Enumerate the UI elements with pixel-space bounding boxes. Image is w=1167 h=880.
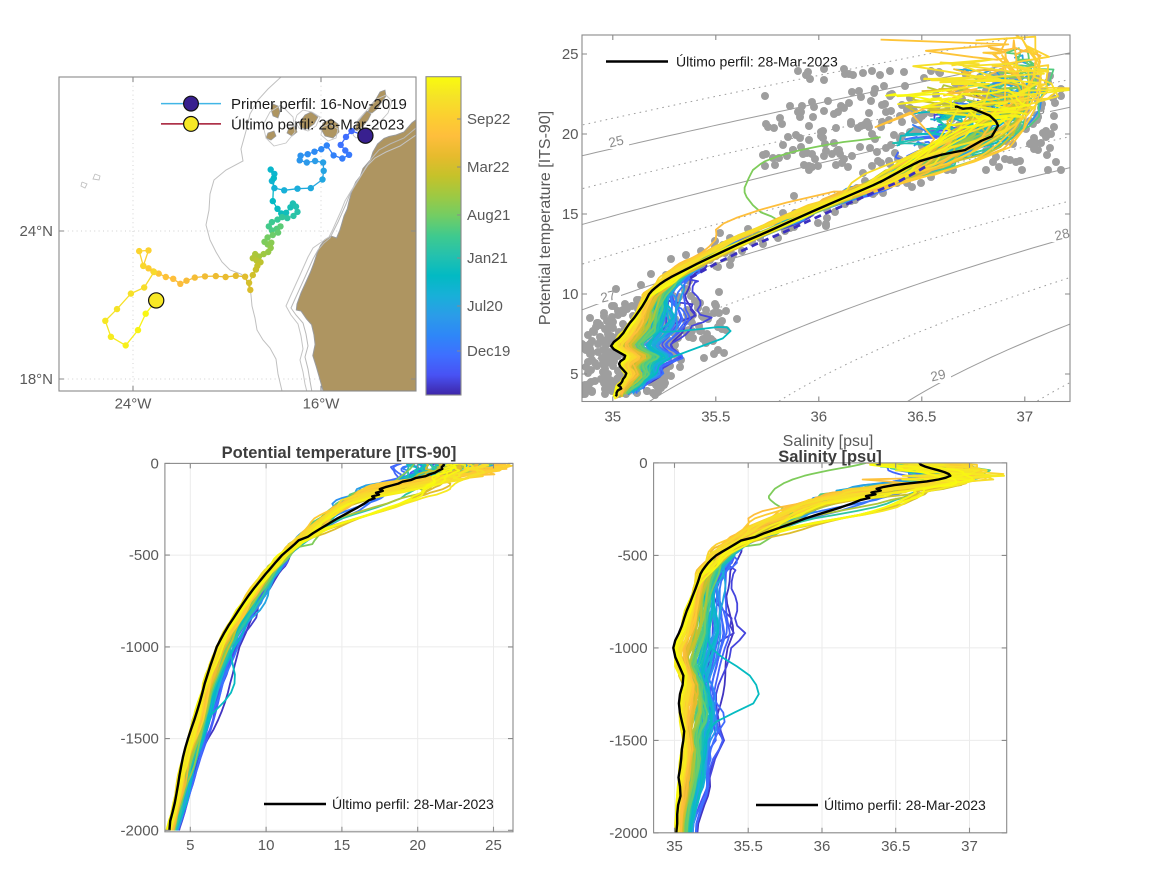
svg-text:-500: -500 [129,547,159,564]
svg-text:36.5: 36.5 [907,409,936,426]
svg-text:-1500: -1500 [609,732,647,749]
svg-text:Potential temperature [ITS-90]: Potential temperature [ITS-90] [222,444,457,462]
svg-text:10: 10 [258,837,275,854]
svg-text:Último perfil: 28-Mar-2023: Último perfil: 28-Mar-2023 [332,796,494,812]
svg-text:Jan21: Jan21 [467,250,508,267]
svg-text:35: 35 [666,838,683,855]
svg-text:-1000: -1000 [121,639,159,656]
svg-text:Sep22: Sep22 [467,111,510,128]
svg-text:5: 5 [186,837,194,854]
svg-text:36.5: 36.5 [881,838,910,855]
svg-text:25: 25 [485,837,502,854]
svg-text:-1500: -1500 [121,731,159,748]
svg-text:37: 37 [1016,409,1033,426]
svg-text:Mar22: Mar22 [467,159,510,176]
svg-text:Primer perfil: 16-Nov-2019: Primer perfil: 16-Nov-2019 [231,96,407,113]
svg-text:20: 20 [562,126,579,143]
svg-text:35: 35 [604,409,621,426]
svg-text:0: 0 [639,455,647,472]
svg-text:37: 37 [961,838,978,855]
svg-text:24°W: 24°W [115,396,153,413]
svg-text:24°N: 24°N [19,223,53,240]
svg-text:36: 36 [814,838,831,855]
svg-text:15: 15 [562,206,579,223]
svg-text:0: 0 [151,455,159,472]
svg-text:25: 25 [562,46,579,63]
svg-text:Último perfil: 28-Mar-2023: Último perfil: 28-Mar-2023 [824,797,986,813]
svg-text:Último perfil: 28-Mar-2023: Último perfil: 28-Mar-2023 [676,54,838,70]
svg-text:36: 36 [810,409,827,426]
svg-text:-1000: -1000 [609,640,647,657]
svg-text:15: 15 [334,837,351,854]
svg-text:-2000: -2000 [609,825,647,842]
svg-text:16°W: 16°W [303,396,341,413]
svg-text:Dec19: Dec19 [467,343,510,360]
svg-text:35.5: 35.5 [734,838,763,855]
svg-text:Jul20: Jul20 [467,298,503,315]
svg-text:-500: -500 [618,547,648,564]
svg-text:18°N: 18°N [19,371,53,388]
svg-text:20: 20 [409,837,426,854]
svg-text:35.5: 35.5 [701,409,730,426]
svg-text:Último perfil: 28-Mar-2023: Último perfil: 28-Mar-2023 [231,116,404,133]
svg-text:Aug21: Aug21 [467,207,510,224]
svg-text:10: 10 [562,286,579,303]
svg-text:5: 5 [570,366,578,383]
svg-text:Potential temperature [ITS-90]: Potential temperature [ITS-90] [537,111,554,325]
svg-text:-2000: -2000 [121,822,159,839]
svg-text:Salinity [psu]: Salinity [psu] [778,448,882,466]
